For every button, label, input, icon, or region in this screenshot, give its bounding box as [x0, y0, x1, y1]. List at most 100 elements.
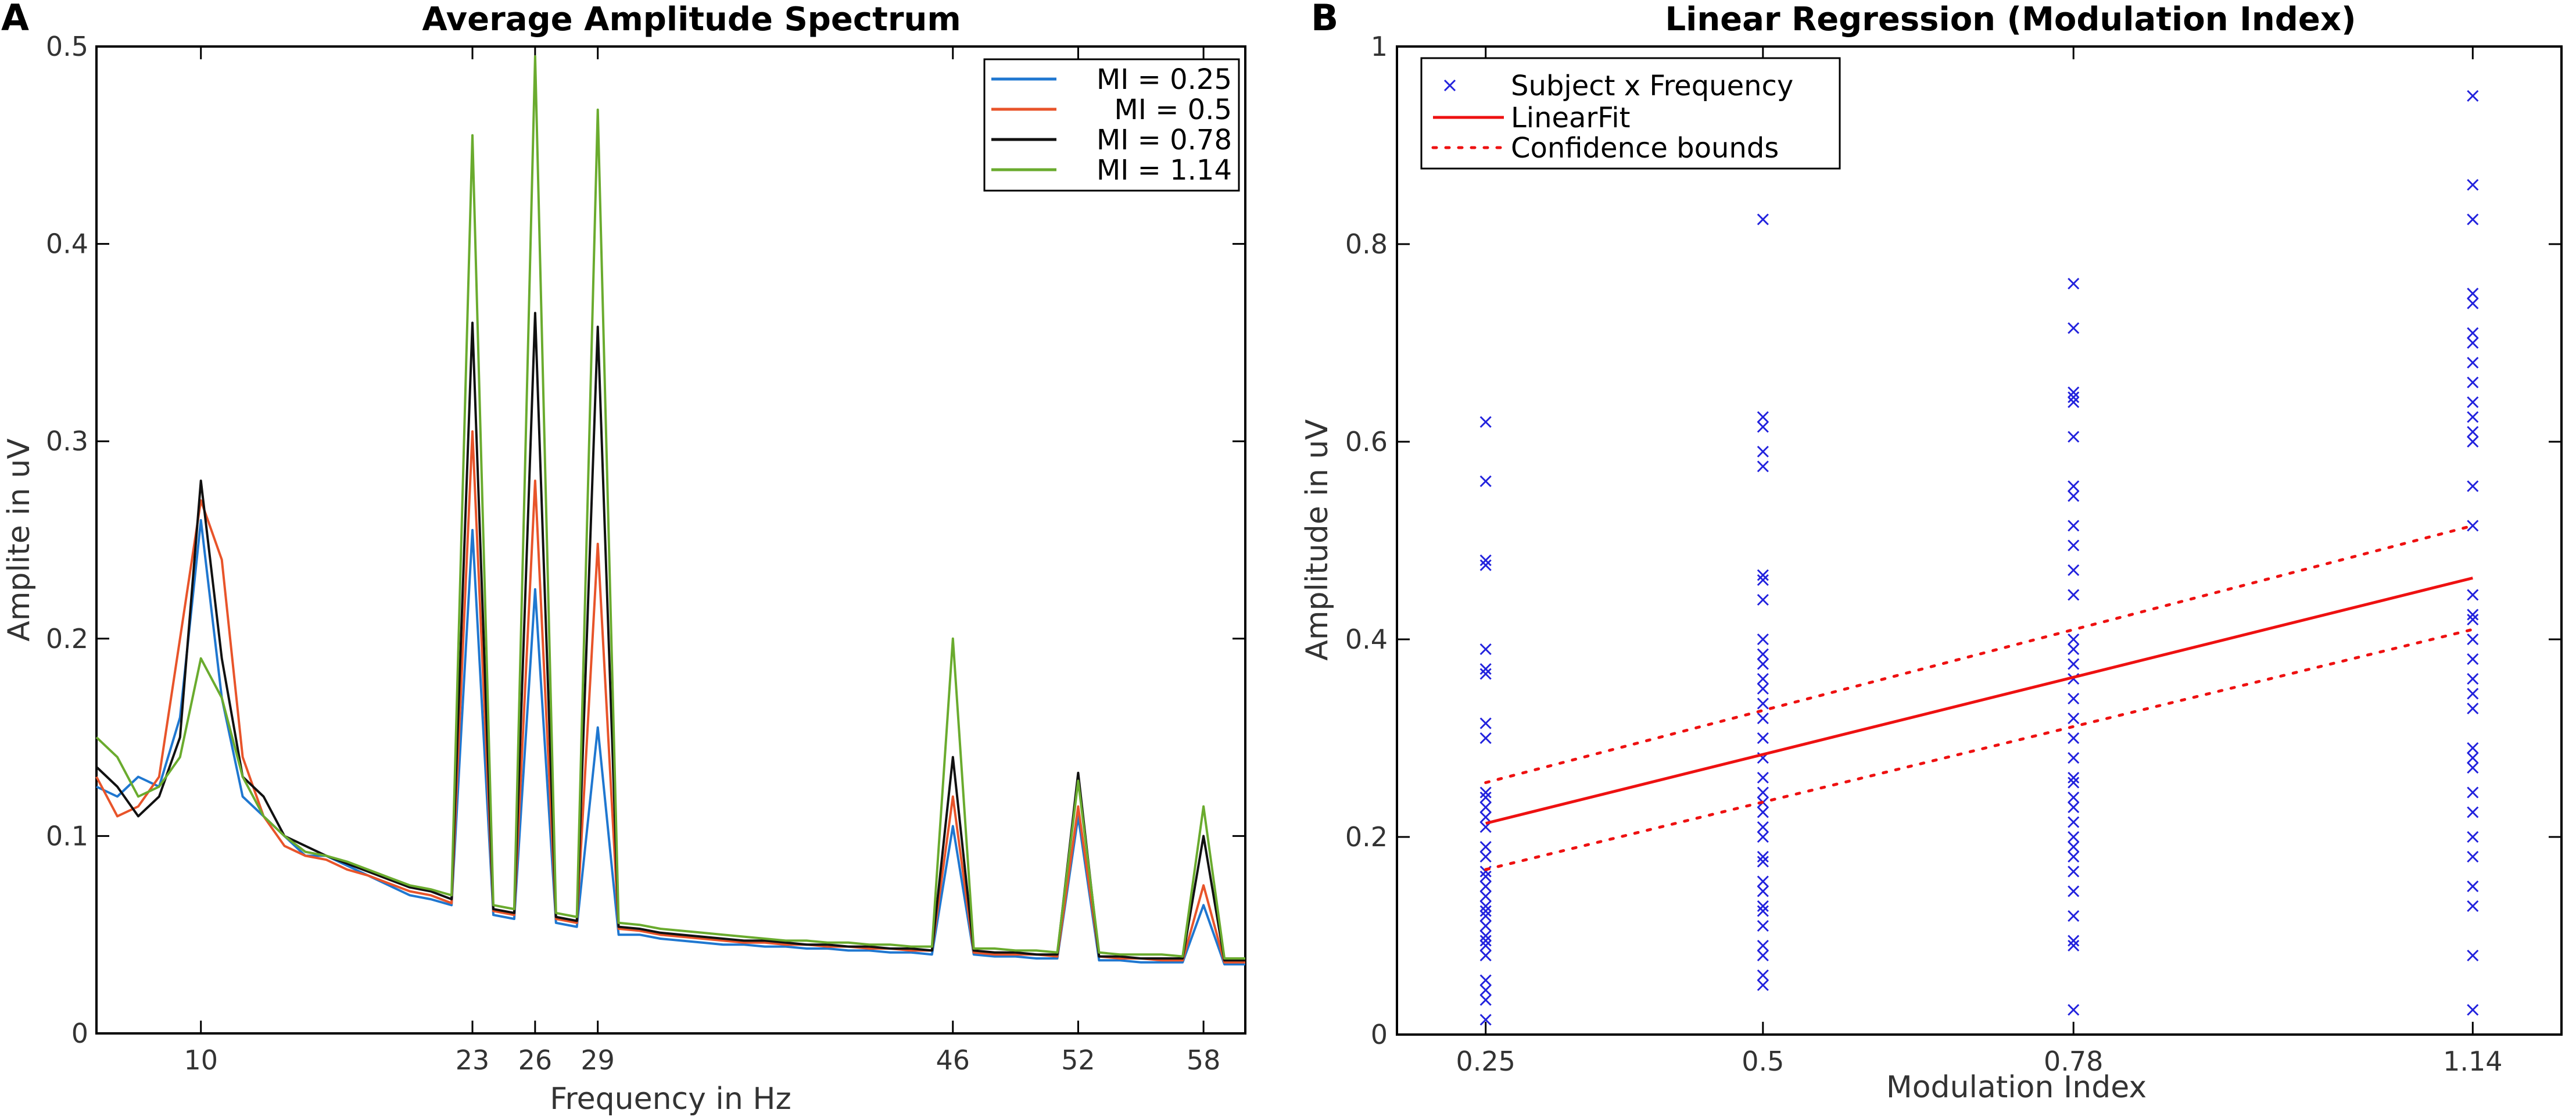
scatter-point: [2068, 589, 2080, 601]
scatter-point: [1757, 697, 1769, 710]
scatter-point: [1757, 949, 1769, 962]
scatter-point: [2068, 850, 2080, 863]
scatter-point: [1757, 900, 1769, 913]
scatter-point: [1757, 786, 1769, 799]
scatter-point-stroke: [2467, 411, 2479, 423]
scatter-point: [2467, 653, 2479, 665]
scatter-point-stroke: [2068, 643, 2080, 656]
x-tick-label: 0.78: [2044, 1046, 2103, 1077]
scatter-point-stroke: [2467, 831, 2479, 843]
scatter-point-stroke: [1479, 974, 1492, 986]
scatter-point: [2068, 539, 2080, 552]
scatter-point: [2467, 297, 2479, 310]
scatter-point-stroke: [1757, 969, 1769, 982]
scatter-point: [1757, 905, 1769, 917]
scatter-point-stroke: [1479, 949, 1492, 962]
scatter-point: [1757, 682, 1769, 695]
scatter-point: [1479, 663, 1492, 675]
scatter-point-stroke: [2467, 1004, 2479, 1016]
panel-a: A Average Amplitude Spectrum 10 23 26 29 46 5…: [1, 0, 1246, 1117]
scatter-point: [1479, 949, 1492, 962]
scatter-point-stroke: [2467, 613, 2479, 626]
panel-b-fit: [1484, 524, 2474, 871]
scatter-point: [2467, 396, 2479, 409]
scatter-point: [1479, 905, 1492, 917]
scatter-point: [1479, 919, 1492, 932]
scatter-point-stroke: [2068, 520, 2080, 532]
scatter-point-stroke: [2467, 688, 2479, 700]
scatter-point-stroke: [1757, 979, 1769, 992]
scatter-point-stroke: [2068, 1004, 2080, 1016]
scatter-point: [1479, 900, 1492, 913]
scatter-point-stroke: [2068, 732, 2080, 745]
scatter-point-stroke: [2467, 589, 2479, 601]
scatter-point-stroke: [2068, 771, 2080, 784]
y-tick-label: 0.4: [46, 228, 88, 260]
scatter-point: [1479, 801, 1492, 814]
scatter-point-stroke: [1479, 850, 1492, 863]
scatter-point-stroke: [2467, 752, 2479, 764]
scatter-point: [2467, 806, 2479, 818]
panel-a-title: Average Amplitude Spectrum: [422, 1, 961, 38]
legend-label: MI = 0.25: [1097, 63, 1232, 96]
scatter-point-stroke: [1479, 668, 1492, 680]
scatter-point: [1479, 1014, 1492, 1026]
scatter-point-stroke: [1757, 732, 1769, 745]
scatter-point: [2467, 742, 2479, 754]
scatter-point-stroke: [2068, 386, 2080, 399]
scatter-point: [1757, 806, 1769, 818]
scatter-point: [1479, 870, 1492, 883]
scatter-point: [2068, 391, 2080, 403]
scatter-point: [1479, 939, 1492, 952]
scatter-point: [1757, 831, 1769, 843]
scatter-point: [2068, 816, 2080, 828]
series-line: [95, 55, 1245, 960]
scatter-point: [2068, 633, 2080, 646]
confidence-lower: [1484, 628, 2474, 871]
confidence-upper: [1484, 524, 2474, 784]
scatter-point-stroke: [2467, 633, 2479, 646]
scatter-point: [1479, 811, 1492, 824]
scatter-point-stroke: [2467, 786, 2479, 799]
panel-b-axes-frame: [1396, 45, 2563, 1036]
scatter-point-stroke: [1479, 717, 1492, 729]
scatter-point: [1757, 648, 1769, 660]
scatter-point: [2068, 801, 2080, 814]
scatter-point-stroke: [1479, 801, 1492, 814]
scatter-point: [1757, 969, 1769, 982]
panel-a-series: [95, 55, 1245, 966]
scatter-point-stroke: [1757, 672, 1769, 685]
series-line: [96, 519, 1245, 966]
legend-marker: [1443, 79, 1456, 92]
scatter-point-stroke: [2068, 712, 2080, 725]
y-tick-label: 0: [1371, 1019, 1388, 1050]
scatter-point-stroke: [2068, 277, 2080, 290]
scatter-point: [2068, 692, 2080, 705]
scatter-point-stroke: [1757, 885, 1769, 897]
scatter-point: [1757, 771, 1769, 784]
scatter-point-stroke: [2068, 752, 2080, 764]
scatter-point: [1479, 910, 1492, 922]
scatter-point-stroke: [1757, 939, 1769, 952]
scatter-point-stroke: [2467, 376, 2479, 389]
scatter-point-stroke: [2467, 90, 2479, 102]
scatter-point-stroke: [1479, 663, 1492, 675]
scatter-point: [2467, 287, 2479, 300]
scatter-point-stroke: [2068, 885, 2080, 897]
scatter-point: [1479, 880, 1492, 893]
scatter-point-stroke: [1479, 994, 1492, 1006]
scatter-point: [2068, 658, 2080, 670]
scatter-point-stroke: [2068, 589, 2080, 601]
scatter-point: [2068, 752, 2080, 764]
y-tick-label: 0: [71, 1018, 88, 1049]
panel-b-letter: B: [1311, 0, 1338, 39]
scatter-point: [1479, 850, 1492, 863]
scatter-point-stroke: [1757, 411, 1769, 423]
scatter-point: [1479, 554, 1492, 567]
y-tick-label: 1: [1371, 31, 1388, 62]
scatter-point: [2068, 396, 2080, 409]
scatter-point-stroke: [2068, 840, 2080, 853]
scatter-point: [2068, 431, 2080, 443]
x-tick-label: 0.5: [1742, 1046, 1784, 1077]
